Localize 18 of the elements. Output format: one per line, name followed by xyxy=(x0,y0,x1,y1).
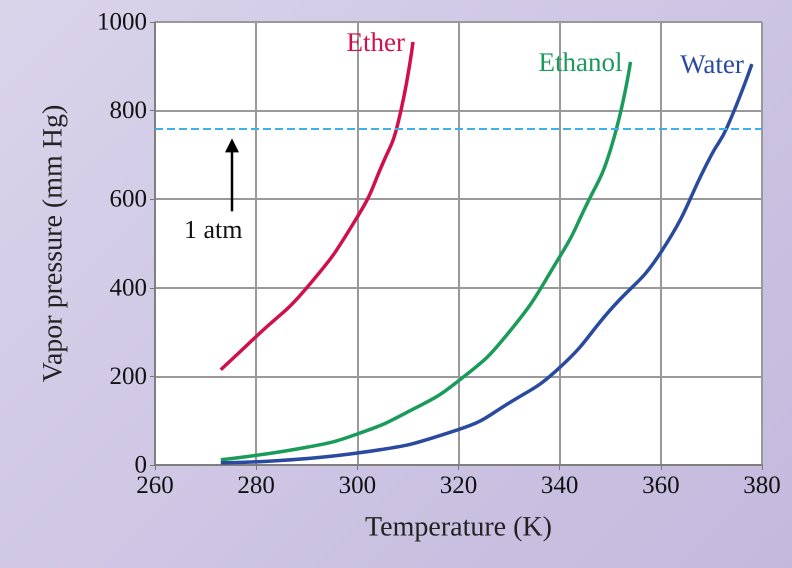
series-label: Ethanol xyxy=(538,46,622,77)
x-axis-title: Temperature (K) xyxy=(365,512,552,542)
x-tick-label: 340 xyxy=(540,472,578,499)
x-tick-label: 360 xyxy=(642,472,680,499)
series-label: Water xyxy=(680,49,744,80)
x-tick-label: 300 xyxy=(338,472,376,499)
y-tick-label: 600 xyxy=(110,186,147,213)
x-tick-label: 280 xyxy=(237,472,275,499)
y-axis-title: Vapor pressure (mm Hg) xyxy=(38,104,68,382)
y-tick-label: 200 xyxy=(110,362,147,390)
x-tick-label: 380 xyxy=(743,472,781,499)
annotation: 1 atm xyxy=(184,215,242,246)
y-tick-label: 400 xyxy=(110,274,147,302)
x-tick-label: 260 xyxy=(136,472,174,499)
y-tick-label: 800 xyxy=(110,97,147,124)
series-label: Ether xyxy=(346,26,405,57)
y-tick-label: 1000 xyxy=(97,8,147,36)
x-tick-label: 320 xyxy=(440,472,478,499)
